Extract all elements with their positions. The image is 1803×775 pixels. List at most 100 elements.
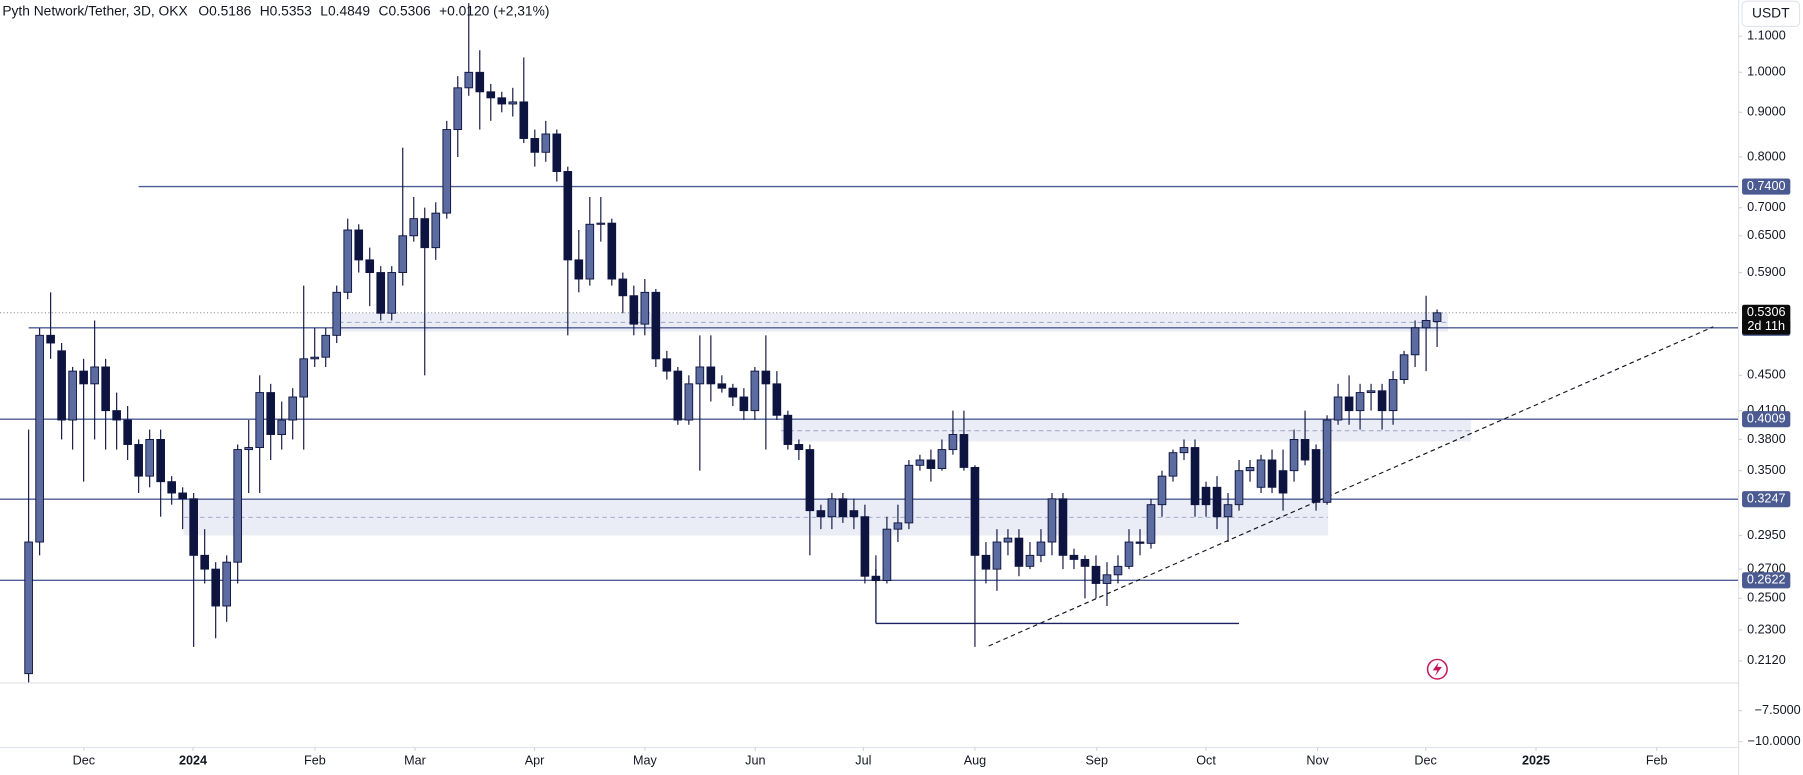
x-tick-label: Jul: [855, 754, 871, 768]
high: H0.5353: [260, 3, 312, 18]
x-tick-label: Dec: [73, 754, 95, 768]
candle-body: [717, 383, 727, 389]
currency-button[interactable]: [1741, 0, 1801, 28]
candle-body: [761, 370, 771, 385]
candle-body: [1135, 541, 1145, 544]
x-tick-label: 2024: [179, 754, 207, 768]
x-tick-label: Feb: [1646, 754, 1668, 768]
candle-body: [1355, 392, 1365, 412]
y-tick-label: 1.1000: [1747, 29, 1786, 43]
symbol: Pyth Network/Tether, 3D, OKX: [2, 3, 187, 18]
candle-body: [1212, 486, 1222, 518]
candle-body: [343, 229, 353, 293]
candle-body: [475, 71, 485, 93]
candle-body: [277, 419, 287, 435]
candle-body: [596, 222, 606, 225]
candle-body: [1201, 486, 1211, 506]
candle-body: [1410, 327, 1420, 356]
candle-body: [1399, 354, 1409, 381]
candle-body: [904, 464, 914, 524]
candle-body: [552, 133, 562, 172]
candle-body: [112, 410, 121, 421]
candle-body: [464, 71, 474, 89]
candle-body: [882, 528, 892, 582]
replay-icon[interactable]: [1426, 658, 1448, 680]
candle-body: [1157, 475, 1167, 506]
candle-body: [772, 383, 782, 416]
candle-body: [1190, 447, 1200, 506]
candle-body: [255, 392, 265, 449]
candle-body: [1223, 504, 1233, 518]
candle-body: [640, 291, 650, 325]
y-tick-label: 0.2500: [1747, 591, 1786, 605]
level-label-box: [1742, 491, 1791, 508]
x-tick-label: Oct: [1196, 754, 1216, 768]
y-tick-label: 0.2700: [1747, 561, 1786, 575]
y-tick-label: 0.3800: [1747, 432, 1786, 446]
currency[interactable]: USDT: [1752, 5, 1790, 20]
candle-body: [1311, 449, 1321, 503]
candle-body: [167, 481, 176, 494]
candle-body: [431, 212, 441, 249]
candle-body: [1047, 498, 1057, 543]
y-tick-label: 0.2300: [1747, 622, 1786, 636]
candle-body: [1168, 452, 1178, 477]
y-tick-label: 0.2120: [1747, 653, 1786, 667]
candle-body: [79, 370, 88, 385]
countdown: 2d 11h: [1747, 319, 1785, 333]
candle-body: [607, 222, 617, 280]
candle-body: [35, 334, 44, 543]
candle-body: [673, 370, 683, 421]
last-price-box: [1742, 304, 1791, 335]
level-label: 0.2622: [1747, 573, 1786, 587]
candle-body: [123, 419, 132, 445]
zones: [183, 313, 1472, 536]
candle-body: [1432, 312, 1442, 322]
candle-body: [1124, 541, 1134, 567]
candle-body: [1113, 565, 1123, 576]
candle-body: [244, 447, 254, 451]
candle-body: [849, 510, 859, 518]
candle-body: [1014, 537, 1024, 567]
y-tick-label: 0.4500: [1747, 368, 1786, 382]
candle-body: [376, 272, 386, 314]
candle-body: [189, 498, 198, 556]
candle-body: [211, 568, 220, 607]
candle-body: [1322, 419, 1332, 503]
last-price-label: 0.5306: [1747, 305, 1786, 319]
candle-body: [1080, 558, 1090, 567]
candle-body: [1234, 470, 1244, 506]
level-label-box: [1742, 572, 1791, 589]
y-tick-label: 0.7000: [1747, 200, 1786, 214]
low: L0.4849: [320, 3, 370, 18]
candle-body: [1069, 554, 1079, 560]
candle-body: [530, 138, 540, 153]
candle-body: [409, 218, 419, 237]
candle-body: [508, 101, 518, 105]
candle-body: [1256, 459, 1266, 488]
x-tick-label: Dec: [1414, 754, 1436, 768]
candle-body: [1036, 541, 1046, 556]
candle-body: [981, 554, 991, 570]
candle-body: [299, 358, 309, 398]
candle-body: [68, 370, 77, 421]
candle-body: [1003, 537, 1013, 543]
candle-body: [618, 278, 628, 297]
header: Pyth Network/Tether, 3D, OKX O0.5186 H0.…: [2, 3, 549, 18]
candle-body: [1025, 554, 1035, 567]
candle-body: [519, 101, 529, 139]
candle-body: [420, 218, 430, 249]
x-tick-label: Feb: [304, 754, 326, 768]
candle-body: [970, 466, 980, 556]
candle-body: [992, 541, 1002, 570]
candle-body: [783, 414, 793, 445]
trendline: [988, 326, 1714, 647]
candle-body: [145, 439, 154, 477]
candle-body: [629, 295, 639, 325]
x-tick-label: 2025: [1522, 754, 1550, 768]
candle-body: [948, 434, 958, 451]
candle-body: [750, 370, 760, 412]
candle-body: [387, 272, 397, 314]
candle-body: [486, 91, 496, 99]
candle-body: [816, 510, 826, 518]
